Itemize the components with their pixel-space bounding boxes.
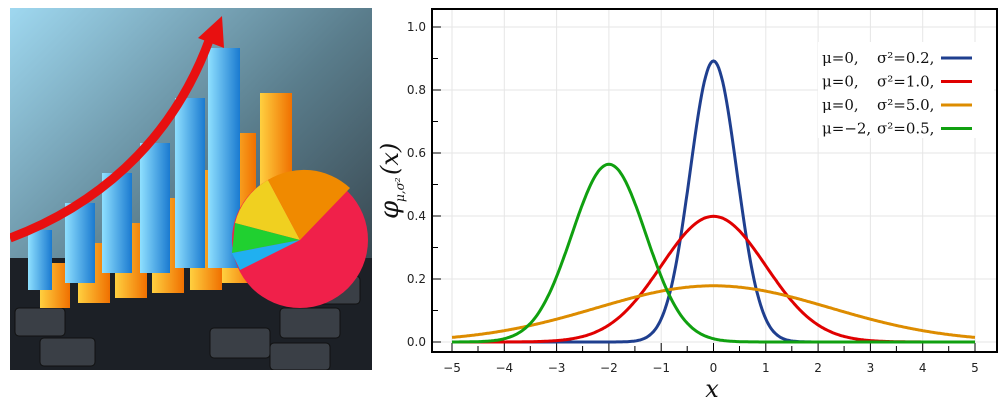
x-tick-label: −5	[443, 361, 461, 375]
series-line-2	[451, 284, 976, 339]
stock-chart-photo	[10, 8, 372, 370]
y-tick-label: 0.4	[407, 209, 426, 223]
y-tick-label: 0.2	[407, 272, 426, 286]
x-tick-label: −1	[652, 361, 670, 375]
y-label-arg: (x)	[376, 143, 404, 175]
legend-var-label: σ²=0.5,	[877, 120, 934, 138]
y-label-main: φ	[375, 200, 405, 219]
x-tick-label: −4	[495, 361, 513, 375]
legend-mu-label: μ=0,	[822, 73, 859, 91]
x-tick-label: −3	[548, 361, 566, 375]
y-tick-label: 1.0	[407, 20, 426, 34]
legend-mu-label: μ=0,	[822, 49, 859, 67]
legend-var-label: σ²=0.2,	[877, 49, 934, 67]
series-line-3	[452, 162, 975, 344]
x-tick-label: −2	[600, 361, 618, 375]
x-tick-label: 2	[814, 361, 822, 375]
pie-chart	[232, 169, 368, 308]
trend-arrow	[10, 36, 215, 243]
x-axis-label: x	[705, 375, 719, 403]
legend-mu-label: μ=0,	[822, 96, 859, 114]
legend-mu-label: μ=−2,	[822, 120, 871, 138]
y-tick-label: 0.8	[407, 83, 426, 97]
x-tick-label: 1	[762, 361, 770, 375]
x-tick-label: 4	[919, 361, 927, 375]
x-tick-label: 3	[867, 361, 875, 375]
y-axis-label: φ μ,σ² (x)	[375, 143, 407, 219]
x-tick-label: 5	[971, 361, 979, 375]
legend-var-label: σ²=5.0,	[877, 96, 934, 114]
x-tick-label: 0	[710, 361, 718, 375]
legend: μ=0, σ²=0.2, μ=0, σ²=1.0, μ=0, σ²=5.0, μ=−2, σ²…	[818, 42, 994, 138]
y-tick-label: 0.0	[407, 335, 426, 349]
y-tick-label: 0.6	[407, 146, 426, 160]
y-label-sub: μ,σ²	[393, 177, 407, 202]
legend-var-label: σ²=1.0,	[877, 73, 934, 91]
